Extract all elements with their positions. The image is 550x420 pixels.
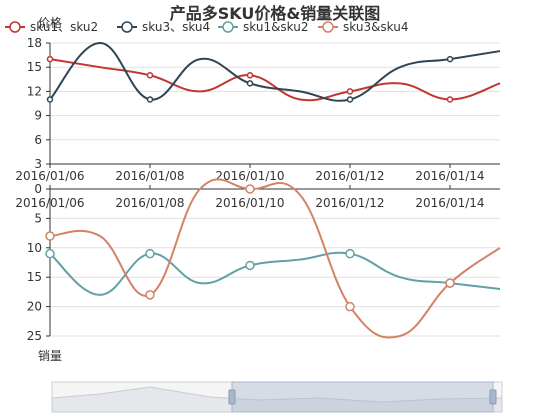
data-point[interactable] <box>345 301 355 312</box>
x-tick-label: 2016/01/06 <box>15 196 84 210</box>
data-point[interactable] <box>145 290 155 300</box>
data-zoom-slider[interactable] <box>51 381 503 413</box>
data-point[interactable] <box>246 80 254 87</box>
y-tick-label: 3 <box>34 157 42 171</box>
series-line <box>49 178 501 339</box>
legend[interactable]: sku1、sku2 sku3、sku4 sku1&sku2 sku3&sku4 <box>5 20 409 34</box>
bottom-sales-chart: 0 5 10 15 20 25 2016/01/06 2016/01/08 2016/01/10… <box>15 178 501 343</box>
legend-swatch-marker <box>121 21 133 33</box>
series-line <box>49 251 501 296</box>
legend-item[interactable]: sku1、sku2 <box>5 20 98 34</box>
x-tick-label: 2016/01/14 <box>415 169 484 183</box>
bottom-y-axis-name: 销量 <box>38 349 62 363</box>
data-point[interactable] <box>146 72 154 79</box>
data-point[interactable] <box>446 55 454 63</box>
data-point[interactable] <box>46 55 54 63</box>
zoom-handle[interactable] <box>489 389 497 405</box>
y-tick-label: 20 <box>27 300 42 314</box>
x-tick-label: 2016/01/08 <box>115 196 184 210</box>
legend-label: sku1&sku2 <box>243 20 309 34</box>
legend-label: sku1、sku2 <box>30 20 98 34</box>
data-point[interactable] <box>45 231 55 241</box>
y-tick-label: 5 <box>34 211 42 225</box>
y-tick-label: 10 <box>27 241 42 255</box>
data-point[interactable] <box>146 96 154 103</box>
legend-item[interactable]: sku3、sku4 <box>117 20 210 34</box>
data-point[interactable] <box>445 278 455 288</box>
data-point[interactable] <box>346 96 354 103</box>
x-tick-label: 2016/01/12 <box>315 196 384 210</box>
y-tick-label: 25 <box>27 329 42 343</box>
series-line <box>49 58 501 102</box>
y-tick-label: 12 <box>27 84 42 98</box>
series-line <box>49 41 501 102</box>
y-tick-label: 0 <box>34 182 42 196</box>
legend-swatch-marker <box>322 21 334 33</box>
legend-label: sku3&sku4 <box>343 20 409 34</box>
y-tick-label: 6 <box>34 133 42 147</box>
y-tick-label: 9 <box>34 109 42 123</box>
data-point[interactable] <box>246 72 254 79</box>
data-point[interactable] <box>145 248 155 259</box>
x-tick-label: 2016/01/06 <box>15 169 84 183</box>
x-tick-label: 2016/01/12 <box>315 169 384 183</box>
data-point[interactable] <box>346 88 354 95</box>
legend-item[interactable]: sku3&sku4 <box>318 20 409 34</box>
legend-swatch-marker <box>222 21 234 33</box>
zoom-window[interactable] <box>231 381 494 413</box>
y-tick-label: 15 <box>27 270 42 284</box>
legend-label: sku3、sku4 <box>142 20 210 34</box>
data-point[interactable] <box>345 248 355 259</box>
data-point[interactable] <box>45 248 55 259</box>
legend-swatch-marker <box>9 21 21 33</box>
data-point[interactable] <box>46 96 54 103</box>
x-tick-label: 2016/01/10 <box>215 169 284 183</box>
x-tick-label: 2016/01/08 <box>115 169 184 183</box>
zoom-handle[interactable] <box>228 389 236 405</box>
chart-title: 产品多SKU价格&销量关联图 <box>170 4 381 23</box>
top-y-axis-name: 价格 <box>38 15 62 30</box>
data-point[interactable] <box>245 260 255 271</box>
legend-item[interactable]: sku1&sku2 <box>218 20 309 34</box>
top-price-chart: 3 6 9 12 15 18 2016/01/06 2016/01/08 2016/01/10 2… <box>15 36 501 183</box>
y-tick-label: 15 <box>27 60 42 74</box>
data-point[interactable] <box>446 96 454 103</box>
x-tick-label: 2016/01/14 <box>415 196 484 210</box>
y-tick-label: 18 <box>27 36 42 50</box>
x-tick-label: 2016/01/10 <box>215 196 284 210</box>
data-point[interactable] <box>245 184 255 194</box>
